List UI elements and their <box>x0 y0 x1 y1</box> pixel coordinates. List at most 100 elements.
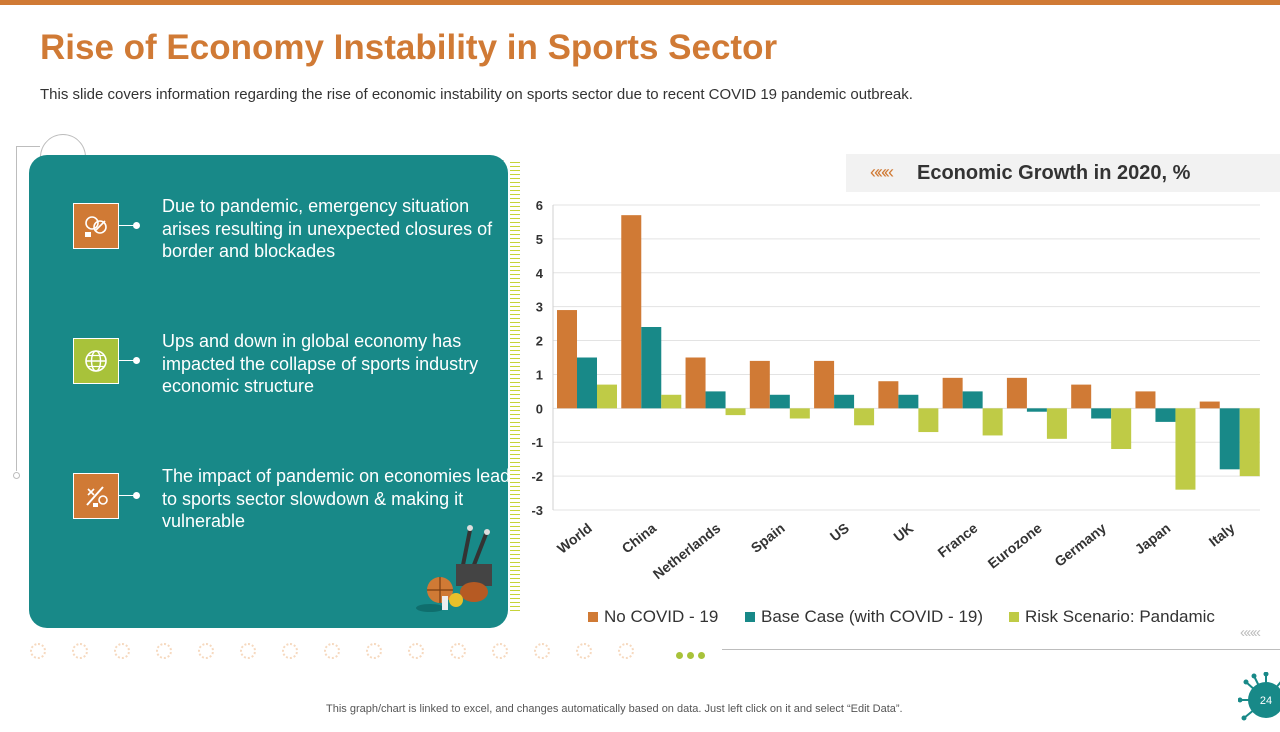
legend-swatch <box>745 612 755 622</box>
bar <box>1239 408 1260 477</box>
bar <box>1026 408 1047 412</box>
decorative-flower <box>366 643 382 659</box>
bar <box>661 394 682 409</box>
x-tick-label: Germany <box>1051 520 1109 570</box>
decorative-flower <box>324 643 340 659</box>
globe-economy-icon <box>73 338 119 384</box>
bar <box>1111 408 1132 449</box>
bar <box>834 394 855 409</box>
bar <box>577 357 597 409</box>
decorative-flower <box>492 643 508 659</box>
legend-label: Base Case (with COVID - 19) <box>761 607 984 626</box>
decorative-line <box>16 146 17 471</box>
decorative-line <box>722 649 1280 650</box>
y-tick-label: -3 <box>531 503 543 518</box>
legend-item: No COVID - 19 <box>588 607 718 627</box>
decorative-flower <box>114 643 130 659</box>
y-tick-label: -1 <box>531 435 543 450</box>
info-item-text: Ups and down in global economy has impac… <box>162 331 479 396</box>
bar <box>918 408 939 433</box>
x-tick-label: Spain <box>748 520 788 556</box>
bar <box>982 408 1003 436</box>
y-tick-label: 6 <box>536 198 543 213</box>
y-tick-label: 0 <box>536 401 543 416</box>
sports-equipment-icon <box>73 473 119 519</box>
bar <box>1135 391 1156 409</box>
bar <box>1071 384 1092 409</box>
y-tick-label: 2 <box>536 334 543 349</box>
bar <box>789 408 810 419</box>
decorative-flower <box>534 643 550 659</box>
slide-title: Rise of Economy Instability in Sports Se… <box>40 28 778 67</box>
bar <box>898 394 919 409</box>
decorative-flower <box>30 643 46 659</box>
y-tick-label: 1 <box>536 367 543 382</box>
info-panel: Due to pandemic, emergency situation ari… <box>29 155 519 628</box>
chart-header: ««« Economic Growth in 2020, % <box>846 154 1280 192</box>
bar <box>1155 408 1176 422</box>
border-closure-icon <box>73 203 119 249</box>
x-tick-label: UK <box>890 520 916 545</box>
x-tick-label: Netherlands <box>650 520 724 583</box>
chart-title: Economic Growth in 2020, % <box>917 162 1191 184</box>
item-connector <box>119 225 135 226</box>
decorative-flower-row <box>30 643 650 663</box>
slide-subtitle: This slide covers information regarding … <box>40 86 913 103</box>
decorative-flower <box>240 643 256 659</box>
item-connector <box>119 495 135 496</box>
decorative-dot <box>13 472 20 479</box>
legend-item: Base Case (with COVID - 19) <box>745 607 983 627</box>
decorative-flower <box>72 643 88 659</box>
bar <box>878 381 899 409</box>
bar <box>942 377 963 409</box>
bar <box>1006 377 1027 409</box>
top-accent-bar <box>0 0 1280 5</box>
x-tick-label: China <box>619 520 660 557</box>
legend-swatch <box>1009 612 1019 622</box>
info-item-text: The impact of pandemic on economies lead… <box>162 466 520 531</box>
bar <box>621 215 642 409</box>
page-number-badge <box>1238 672 1280 721</box>
x-tick-label: France <box>934 520 980 561</box>
bar <box>597 384 617 409</box>
legend-label: No COVID - 19 <box>604 607 719 626</box>
chevron-left-icon: ««« <box>870 162 894 182</box>
item-connector <box>119 360 135 361</box>
legend-swatch <box>588 612 598 622</box>
decorative-flower <box>450 643 466 659</box>
bar <box>641 327 662 409</box>
chart-legend: No COVID - 19 Base Case (with COVID - 19… <box>588 607 1248 629</box>
decorative-flower <box>156 643 172 659</box>
item-dot <box>133 492 140 499</box>
info-item-text: Due to pandemic, emergency situation ari… <box>162 196 493 261</box>
decorative-flower <box>282 643 298 659</box>
decorative-flower <box>408 643 424 659</box>
bar <box>1091 408 1112 419</box>
chevron-left-icon: ««« <box>1240 624 1261 641</box>
decorative-dots <box>676 646 709 664</box>
x-tick-label: World <box>554 520 595 557</box>
bar <box>1046 408 1067 439</box>
y-tick-label: -2 <box>531 469 543 484</box>
bar <box>769 394 790 409</box>
decorative-flower <box>198 643 214 659</box>
decorative-flower <box>618 643 634 659</box>
bar <box>685 357 706 409</box>
bar <box>814 360 835 409</box>
bar <box>962 391 983 409</box>
y-tick-label: 3 <box>536 300 543 315</box>
sports-equipment-illustration <box>416 525 492 612</box>
bar <box>705 391 726 409</box>
bar <box>1175 408 1196 490</box>
bar <box>1199 401 1220 409</box>
bar <box>749 360 770 409</box>
y-tick-label: 5 <box>536 232 543 247</box>
bar <box>725 408 746 416</box>
legend-item: Risk Scenario: Pandamic <box>1009 607 1215 627</box>
footer-note: This graph/chart is linked to excel, and… <box>326 703 903 715</box>
legend-label: Risk Scenario: Pandamic <box>1025 607 1215 626</box>
decorative-flower <box>576 643 592 659</box>
x-tick-label: Italy <box>1206 520 1238 550</box>
x-tick-label: Japan <box>1132 520 1174 558</box>
